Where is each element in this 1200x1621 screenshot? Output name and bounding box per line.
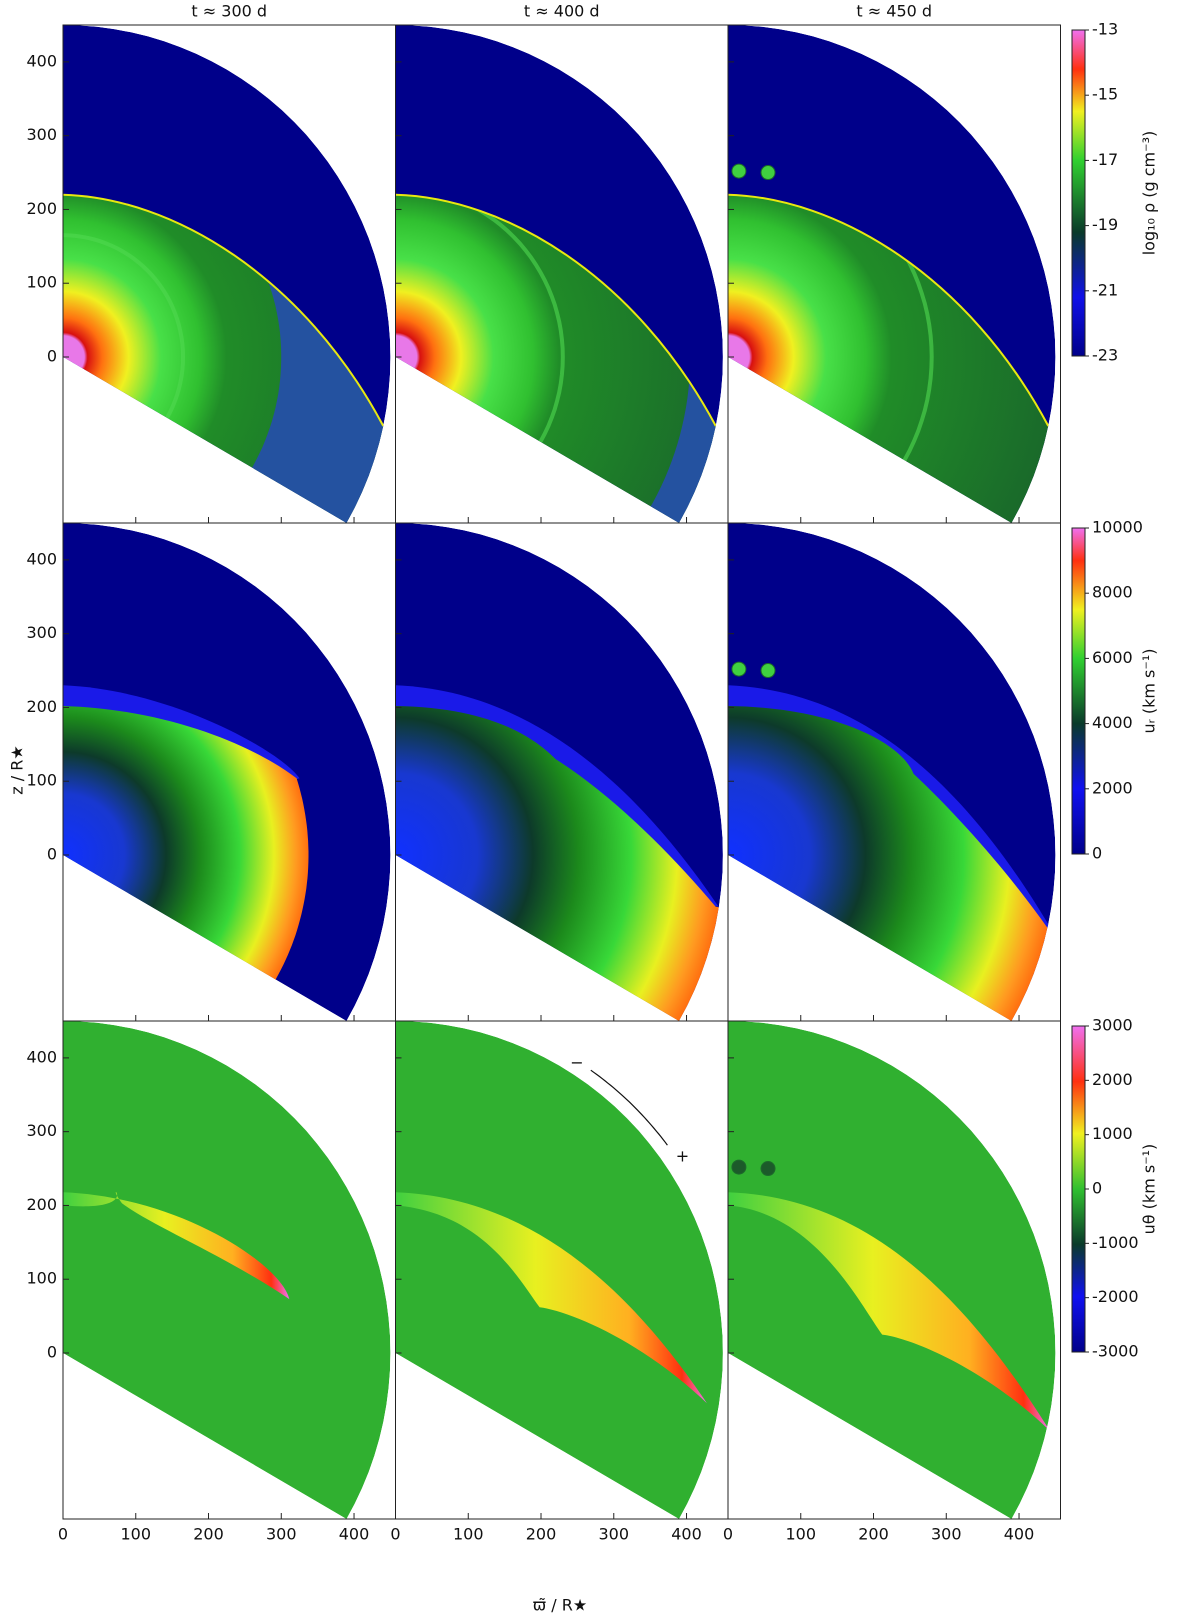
x-tick-label: 200 [526,1525,557,1544]
bubble [731,1159,747,1175]
bubble [760,663,776,679]
shear-layer [395,1192,707,1404]
shear-layer [63,1192,290,1300]
x-tick-label: 200 [193,1525,224,1544]
x-tick-label: 100 [120,1525,151,1544]
panel: 0 100 200 300 400 [723,1020,1061,1544]
ring [63,233,186,419]
background [63,1021,391,1519]
x-tick-label: 0 [58,1525,68,1544]
ejecta [395,706,719,1021]
y-tick-label: 200 [26,697,57,716]
colorbar-tick-label: 6000 [1092,648,1133,667]
colorbar-tick-label: -3000 [1092,1342,1139,1361]
x-axis-label: ϖ̃ / R★ [533,1596,587,1615]
x-tick-label: 300 [266,1525,297,1544]
y-tick-label: 300 [26,1121,57,1140]
colorbar-tick-label: 2000 [1092,1070,1133,1089]
colorbar-tick-label: -1000 [1092,1233,1139,1252]
bubble [731,163,747,179]
y-axis-label: z / R★ [8,745,27,794]
y-tick-label: 200 [26,1195,57,1214]
colorbar-label: uθ (km s⁻¹) [1140,1144,1159,1235]
panel: 0 100 200 300 400 [26,24,396,524]
y-tick-label: 400 [26,549,57,568]
ejecta [395,194,716,523]
annotation: − [570,1053,583,1072]
colorbar-tick-label: 0 [1092,1179,1102,1198]
x-tick-label: 400 [339,1525,370,1544]
x-tick-label: 300 [931,1525,962,1544]
panel: 0 100 200 300 400 0 100 200 300 400 [26,1020,396,1544]
shock [728,193,1050,427]
x-tick-label: 200 [858,1525,889,1544]
colorbar [1071,29,1086,357]
colorbar-tick-label: 4000 [1092,713,1133,732]
y-tick-label: 0 [47,845,57,864]
colorbar-tick-label: -15 [1092,85,1118,104]
panel: 0 100 200 300 400 − + [390,1020,729,1544]
colorbar-tick-label: 10000 [1092,518,1143,537]
direction-arrow [590,1069,668,1146]
shock [63,193,385,427]
panel [727,24,1061,524]
y-tick-label: 400 [26,51,57,70]
colorbar [1071,527,1086,855]
colorbar-tick-label: 2000 [1092,778,1133,797]
y-tick-label: 0 [47,1343,57,1362]
panel [395,522,729,1022]
y-tick-label: 100 [26,1269,57,1288]
x-tick-label: 400 [1004,1525,1035,1544]
bubble [760,1161,776,1177]
colorbar-tick-label: -19 [1092,215,1118,234]
bubble [731,661,747,677]
ejecta [728,706,1049,1021]
x-tick-label: 400 [671,1525,702,1544]
x-tick-label: 0 [390,1525,400,1544]
colorbar-label: log₁₀ ρ (g cm⁻³) [1140,131,1159,256]
colorbar-tick-label: -21 [1092,280,1118,299]
colorbar-label: uᵣ (km s⁻¹) [1140,649,1159,734]
colorbar-tick-label: -13 [1092,20,1118,39]
ejecta [63,706,309,984]
y-tick-label: 100 [26,771,57,790]
panel: 0 100 200 300 400 [26,522,396,1022]
colorbar-tick-label: -17 [1092,150,1118,169]
annotation: + [676,1146,689,1165]
colorbar [1071,1025,1086,1353]
column-title: t ≈ 300 d [191,2,267,21]
colorbar-tick-label: -2000 [1092,1287,1139,1306]
x-tick-label: 100 [453,1525,484,1544]
panel-frame [727,1020,1061,1520]
x-tick-label: 0 [723,1525,733,1544]
panel [395,24,729,524]
panel [727,522,1061,1022]
colorbar-tick-label: 8000 [1092,583,1133,602]
colorbar-tick-label: 3000 [1092,1016,1133,1035]
column-title: t ≈ 450 d [856,2,932,21]
bubble [760,165,776,181]
x-tick-label: 100 [785,1525,816,1544]
y-tick-label: 400 [26,1047,57,1066]
y-tick-label: 300 [26,125,57,144]
ejecta [728,194,1049,523]
shear-layer [728,1192,1050,1431]
y-tick-label: 300 [26,623,57,642]
y-tick-label: 0 [47,347,57,366]
y-tick-label: 200 [26,199,57,218]
shock [395,193,717,427]
colorbar-tick-label: -23 [1092,346,1118,365]
colorbar-tick-label: 0 [1092,844,1102,863]
column-title: t ≈ 400 d [524,2,600,21]
x-tick-label: 300 [598,1525,629,1544]
colorbar-tick-label: 1000 [1092,1124,1133,1143]
y-tick-label: 100 [26,273,57,292]
